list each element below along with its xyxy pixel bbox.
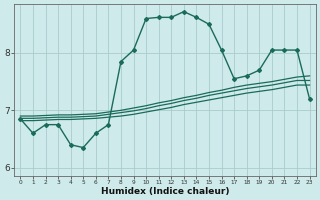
X-axis label: Humidex (Indice chaleur): Humidex (Indice chaleur): [101, 187, 229, 196]
